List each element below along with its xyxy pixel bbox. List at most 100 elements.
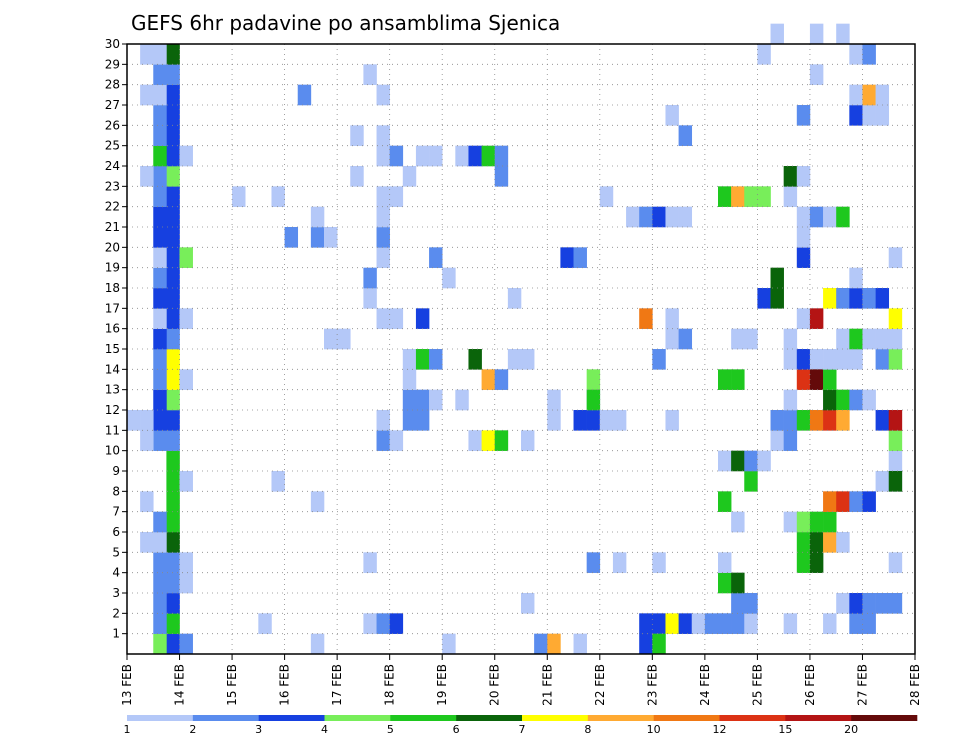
heatmap-cell [888,552,903,573]
heatmap-cell [153,613,167,634]
heatmap-cell [363,613,377,634]
x-tick-label: 25 FEB [750,664,764,706]
y-tick-label: 12 [105,403,120,417]
heatmap-cell [166,247,180,268]
heatmap-cell [153,593,167,614]
legend-label: 6 [453,723,460,736]
heatmap-cell [875,105,890,126]
y-tick-label: 6 [112,525,120,539]
heatmap-cell [888,430,903,451]
heatmap-cell [731,613,745,634]
heatmap-cell [849,328,863,350]
heatmap-cell [153,572,167,594]
heatmap-cell [757,450,771,472]
heatmap-cell [849,84,863,106]
heatmap-cell [652,633,666,655]
y-tick-label: 16 [105,322,120,336]
heatmap-cell [166,206,180,228]
heatmap-cell [862,328,876,350]
heatmap-cell [153,288,167,309]
heatmap-cell [310,491,325,512]
heatmap-cell [836,288,850,309]
heatmap-cell [586,410,601,431]
heatmap-cell [888,410,903,431]
heatmap-cell [665,206,679,228]
legend-swatch [258,715,325,721]
heatmap-cell [166,64,180,85]
heatmap-cell [652,206,666,228]
heatmap-cell [875,349,890,370]
heatmap-cell [796,532,811,553]
y-tick-label: 5 [112,545,120,559]
heatmap-cell [429,145,443,167]
heatmap-cell [166,166,180,187]
heatmap-cell [402,410,417,431]
heatmap-cell [586,369,601,390]
heatmap-cell [718,491,732,512]
y-tick-label: 20 [105,240,120,254]
heatmap-cell [337,328,351,350]
heatmap-cells [127,23,903,655]
heatmap-cell [573,633,587,655]
heatmap-cell [153,511,167,533]
y-tick-label: 26 [105,118,120,132]
heatmap-cell [153,267,167,289]
legend-label: 20 [844,723,858,736]
heatmap-cell [166,491,180,512]
y-tick-label: 8 [112,484,120,498]
heatmap-cell [823,532,837,553]
heatmap-cell [140,410,154,431]
heatmap-cell [599,186,614,207]
heatmap-cell [770,267,784,289]
heatmap-cell [534,633,548,655]
heatmap-cell [796,552,811,573]
heatmap-cell [166,389,180,411]
heatmap-cell [415,308,430,329]
x-tick-label: 18 FEB [383,664,397,706]
heatmap-cell [324,227,338,248]
heatmap-cell [521,430,535,451]
heatmap-cell [442,267,456,289]
heatmap-cell [389,613,404,634]
heatmap-cell [363,552,377,573]
legend-label: 15 [778,723,792,736]
heatmap-cell [507,349,522,370]
heatmap-cell [310,206,325,228]
heatmap-cell [153,328,167,350]
heatmap-cell [310,633,325,655]
x-tick-label: 22 FEB [593,664,607,706]
x-tick-label: 19 FEB [435,664,449,706]
heatmap-cell [626,206,640,228]
heatmap-cell [429,389,443,411]
heatmap-cell [849,593,863,614]
y-tick-label: 9 [112,464,120,478]
heatmap-cell [376,410,390,431]
heatmap-cell [166,44,180,65]
heatmap-cell [612,410,627,431]
heatmap-cell [704,613,719,634]
heatmap-cell [166,552,180,573]
heatmap-cell [415,145,430,167]
heatmap-cell [153,206,167,228]
heatmap-cell [350,125,364,146]
heatmap-cell [153,349,167,370]
heatmap-cell [310,227,325,248]
heatmap-cell [809,64,824,85]
heatmap-cell [823,349,837,370]
heatmap-cell [809,308,824,329]
heatmap-cell [376,125,390,146]
heatmap-cell [402,389,417,411]
heatmap-cell [823,288,837,309]
heatmap-cell [888,247,903,268]
heatmap-cell [179,308,193,329]
heatmap-cell [573,410,587,431]
heatmap-cell [324,328,338,350]
heatmap-cell [849,105,863,126]
heatmap-cell [875,328,890,350]
heatmap-cell [639,206,653,228]
heatmap-cell [744,450,758,472]
heatmap-cell [140,532,154,553]
heatmap-cell [166,430,180,451]
heatmap-cell [402,369,417,390]
heatmap-cell [836,349,850,370]
